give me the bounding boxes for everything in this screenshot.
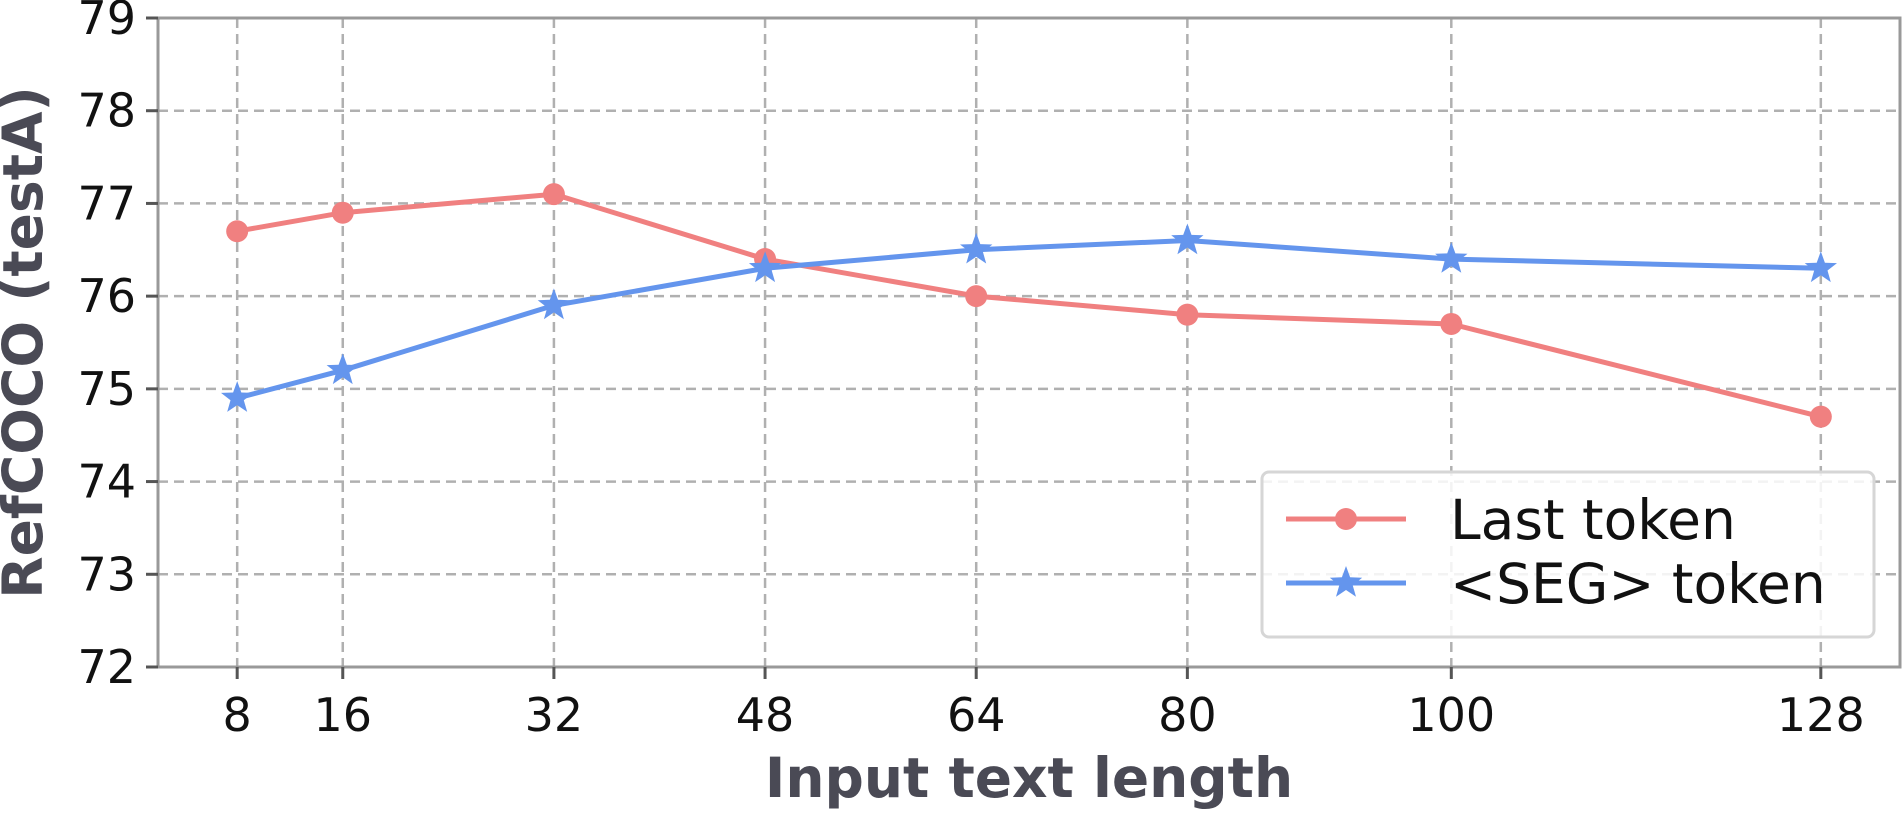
legend-marker — [1335, 508, 1357, 530]
x-tick-label: 128 — [1777, 688, 1865, 742]
y-tick-label: 79 — [77, 0, 136, 45]
series-line — [236, 191, 1822, 420]
data-point — [1435, 242, 1468, 273]
series-0 — [226, 183, 1832, 428]
y-tick-label: 77 — [77, 176, 136, 230]
series-group — [221, 183, 1837, 428]
x-tick-label: 64 — [947, 688, 1006, 742]
data-point — [1809, 405, 1832, 428]
data-point — [748, 251, 782, 283]
data-point — [326, 353, 359, 385]
x-tick-label: 32 — [525, 688, 584, 742]
data-point — [1440, 312, 1463, 335]
x-axis-title: Input text length — [765, 746, 1293, 810]
data-point — [965, 285, 988, 308]
data-point — [542, 183, 565, 206]
y-tick-label: 76 — [77, 269, 136, 323]
series-line — [236, 238, 1821, 401]
legend-marker — [1329, 566, 1363, 597]
data-point — [537, 288, 571, 320]
legend-label: <SEG> token — [1450, 552, 1826, 616]
y-tick-label: 75 — [77, 362, 136, 416]
data-point — [1171, 223, 1204, 255]
grid — [158, 18, 1900, 667]
x-tick-label: 80 — [1158, 688, 1217, 742]
x-tick-label: 48 — [736, 688, 795, 742]
y-tick-label: 72 — [77, 640, 136, 694]
legend-box — [1260, 470, 1876, 639]
data-point — [226, 220, 249, 243]
legend: Last token<SEG> token — [1260, 470, 1876, 639]
data-point — [1804, 251, 1837, 283]
y-tick-label: 74 — [77, 455, 136, 509]
data-point — [960, 232, 993, 264]
x-tick-label: 8 — [223, 688, 252, 742]
x-tick-label: 16 — [313, 688, 372, 742]
legend-label: Last token — [1450, 488, 1736, 552]
plot-area-frame — [156, 16, 1902, 669]
data-point — [221, 381, 254, 412]
y-axis-title: RefCOCO (testA) — [0, 86, 55, 598]
y-tick-label: 73 — [77, 547, 136, 601]
y-tick-label: 78 — [77, 84, 136, 138]
x-tick-label: 100 — [1407, 688, 1495, 742]
axes: 72 73 74 75 76 77 78 79 8 16 32 48 64 80 100 128 — [77, 0, 1864, 742]
data-point — [1176, 303, 1199, 326]
data-point — [331, 201, 354, 224]
series-1 — [221, 223, 1837, 412]
